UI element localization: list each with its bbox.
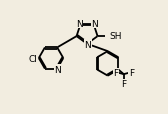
Text: F: F: [121, 79, 126, 88]
Text: SH: SH: [110, 32, 122, 40]
Text: N: N: [84, 41, 91, 49]
Text: F: F: [129, 69, 134, 77]
Text: N: N: [76, 20, 83, 29]
Text: F: F: [114, 69, 119, 77]
Text: Cl: Cl: [28, 54, 37, 63]
Text: N: N: [55, 65, 61, 74]
Text: N: N: [91, 20, 98, 29]
